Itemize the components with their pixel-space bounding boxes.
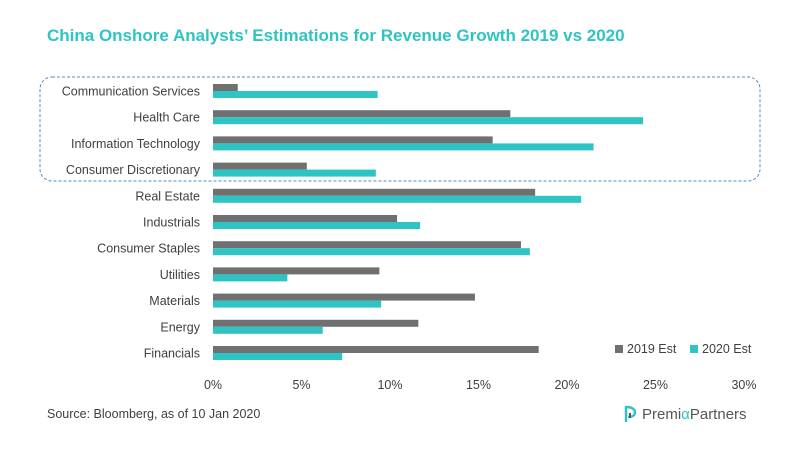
legend-label: 2020 Est [702, 342, 752, 356]
bar-2020-industrials [213, 222, 421, 229]
highlight-box [39, 76, 761, 182]
x-tick-label: 0% [204, 378, 222, 392]
bar-2019-health-care [213, 110, 511, 118]
bar-2019-industrials [213, 215, 398, 222]
logo-text-partners: Partners [689, 405, 747, 423]
bar-2019-consumer-discretionary [213, 162, 307, 170]
bar-2019-information-technology [213, 136, 493, 144]
bar-2020-information-technology [213, 143, 594, 151]
logo-mark-icon [624, 405, 637, 422]
category-label: Utilities [160, 268, 200, 282]
bar-2019-financials [213, 346, 539, 353]
category-label: Health Care [133, 111, 200, 125]
category-labels: Communication Services Health Care Informa… [62, 85, 201, 361]
category-label: Materials [149, 294, 200, 308]
legend: 2019 Est 2020 Est [615, 342, 752, 356]
bar-2019-communication-services [213, 84, 238, 91]
bar-2020-health-care [213, 117, 644, 125]
bar-2020-utilities [213, 274, 288, 282]
legend-label: 2019 Est [627, 342, 677, 356]
x-tick-label: 10% [377, 378, 402, 392]
logo-text-alpha: α [681, 405, 690, 423]
category-label: Consumer Discretionary [66, 163, 201, 177]
bar-2019-real-estate [213, 188, 536, 196]
bars-group [213, 84, 644, 360]
x-tick-label: 20% [554, 378, 579, 392]
category-label: Consumer Staples [97, 242, 200, 256]
bar-2020-energy [213, 326, 323, 334]
bar-2020-consumer-discretionary [213, 169, 376, 177]
bar-2020-consumer-staples [213, 248, 530, 256]
category-label: Information Technology [71, 137, 201, 151]
bar-2019-utilities [213, 267, 380, 275]
legend-swatch [690, 345, 698, 353]
x-tick-label: 25% [643, 378, 668, 392]
bar-2019-energy [213, 319, 419, 327]
category-label: Communication Services [62, 85, 200, 99]
category-label: Industrials [143, 216, 200, 230]
bar-2020-materials [213, 300, 382, 308]
x-axis-ticks: 0% 5% 10% 15% 20% 25% 30% [204, 378, 757, 392]
logo-text-premi: Premi [642, 405, 682, 423]
bar-2020-real-estate [213, 195, 582, 203]
category-label: Financials [144, 347, 200, 361]
source-note: Source: Bloomberg, as of 10 Jan 2020 [47, 407, 261, 421]
bar-2019-consumer-staples [213, 241, 521, 249]
chart-title: China Onshore Analysts’ Estimations for … [47, 26, 625, 45]
x-tick-label: 15% [466, 378, 491, 392]
bar-2020-communication-services [213, 91, 378, 98]
x-tick-label: 5% [292, 378, 310, 392]
legend-swatch [615, 345, 623, 353]
bar-2020-financials [213, 353, 343, 360]
bar-2019-materials [213, 293, 475, 301]
category-label: Energy [160, 320, 200, 334]
x-tick-label: 30% [731, 378, 756, 392]
category-label: Real Estate [135, 189, 200, 203]
premia-partners-logo: Premi α Partners [622, 404, 747, 424]
